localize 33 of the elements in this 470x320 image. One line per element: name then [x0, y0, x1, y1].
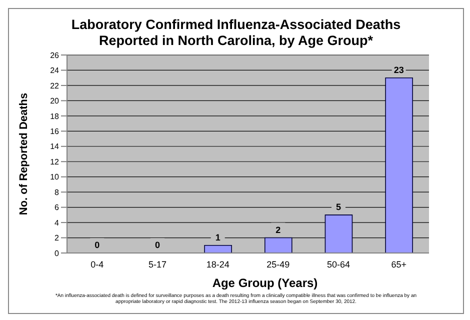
chart-title: Laboratory Confirmed Influenza-Associated Deaths Reported in North Carolina, by Age Group* — [70, 16, 402, 49]
y-tick-label: 0 — [54, 248, 60, 258]
y-tick-label: 14 — [50, 142, 60, 152]
y-tick-label: 12 — [50, 157, 60, 166]
y-tick-label: 24 — [50, 66, 60, 76]
x-tick-label: 5-17 — [148, 259, 167, 270]
y-tick-label: 6 — [54, 203, 60, 212]
y-tick-label: 26 — [50, 50, 60, 60]
data-label: 23 — [394, 64, 404, 75]
data-label: 2 — [276, 224, 281, 235]
y-tick-label: 4 — [54, 218, 60, 228]
y-tick-label: 2 — [54, 234, 60, 243]
data-label: 0 — [154, 240, 160, 250]
x-tick-label: 65+ — [391, 259, 406, 270]
data-label: 5 — [336, 202, 342, 212]
y-tick-label: 10 — [50, 172, 60, 182]
x-tick-label: 25-49 — [266, 259, 290, 270]
x-tick-label: 18-24 — [206, 259, 230, 270]
y-tick-label: 18 — [50, 112, 60, 121]
x-axis-title: Age Group (Years) — [211, 275, 319, 291]
y-tick-label: 8 — [54, 188, 60, 197]
y-tick-label: 16 — [50, 126, 60, 136]
x-tick-label: 50-64 — [326, 259, 350, 270]
bar — [324, 214, 353, 253]
data-label: 1 — [215, 232, 220, 242]
data-label: 0 — [94, 240, 100, 250]
y-axis-title: No. of Reported Deaths — [18, 92, 30, 216]
bar — [204, 244, 232, 253]
y-tick-label: 20 — [50, 96, 60, 106]
bar — [385, 77, 413, 253]
y-tick-label: 22 — [50, 81, 60, 90]
x-tick-label: 0-4 — [90, 259, 104, 270]
bar — [264, 237, 292, 253]
